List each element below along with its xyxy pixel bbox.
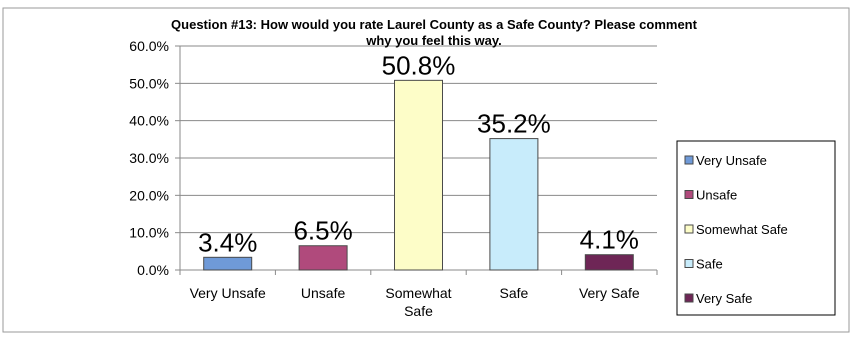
data-label: 4.1% [580,225,639,255]
legend-swatch [684,259,694,268]
bar-very-safe [584,254,634,271]
legend-item-label: Unsafe [696,188,737,203]
legend-item-label: Somewhat Safe [696,222,788,237]
data-label: 6.5% [293,216,352,246]
data-label: 50.8% [382,50,456,80]
x-tick-label: Safe [499,285,528,301]
bar-very-unsafe [203,256,253,271]
bar-somewhat-safe [394,79,443,271]
legend-swatch [684,155,694,165]
x-tick-label: Safe [404,303,433,319]
data-label: 3.4% [198,227,257,257]
legend-item-label: Very Safe [696,291,752,306]
chart-title: Question #13: How would you rate Laurel … [171,17,698,32]
data-label: 35.2% [477,109,551,139]
y-tick-label: 30.0% [129,150,169,166]
legend-item-label: Very Unsafe [696,153,767,168]
y-tick-label: 10.0% [129,225,169,241]
x-tick-label: Very Unsafe [190,285,266,301]
legend-swatch [684,224,694,234]
x-tick-label: Unsafe [301,285,346,301]
bar-safe [489,138,539,271]
x-tick-label: Somewhat [385,285,451,301]
y-tick-label: 20.0% [129,187,169,203]
y-tick-label: 60.0% [129,38,169,54]
legend-swatch [684,190,694,199]
legend-item-label: Safe [696,257,723,272]
chart-title: why you feel this way. [365,33,502,48]
y-tick-label: 40.0% [129,113,169,129]
bar-unsafe [298,245,348,271]
legend-swatch [684,293,694,303]
y-tick-label: 0.0% [137,262,169,278]
y-tick-label: 50.0% [129,75,169,91]
x-tick-label: Very Safe [579,285,640,301]
legend-box [676,140,836,316]
